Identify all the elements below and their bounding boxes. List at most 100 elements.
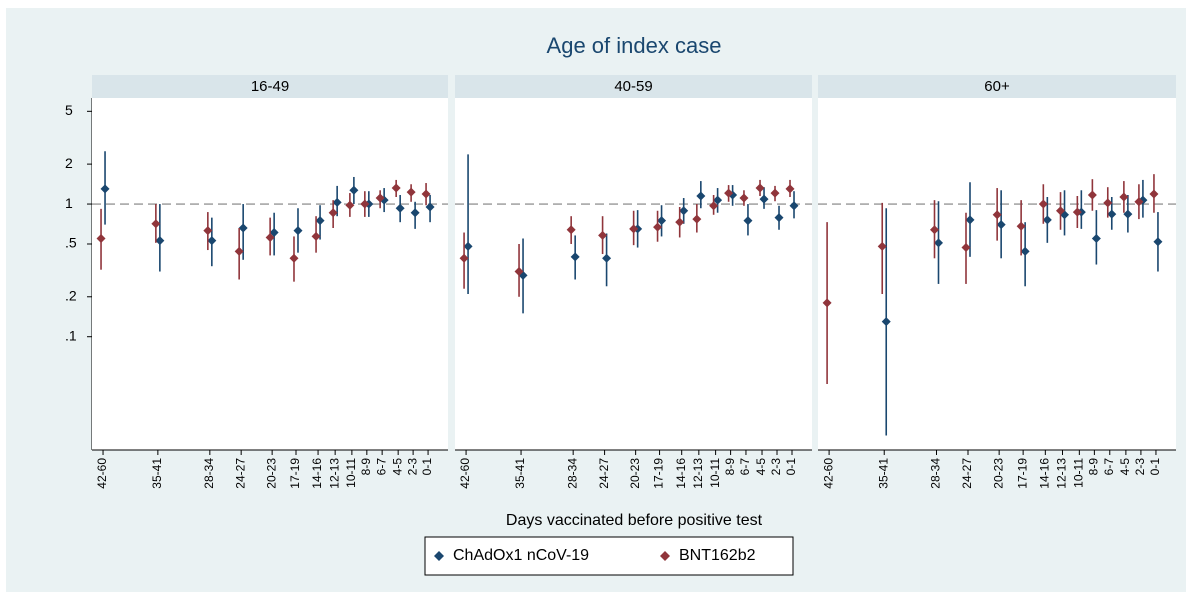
x-tick-label: 24-27 [960, 458, 974, 489]
point [421, 189, 431, 199]
x-tick-label: 42-60 [821, 458, 835, 489]
x-tick-label: 4-5 [1118, 458, 1132, 476]
point [996, 220, 1006, 230]
panel-strip [455, 75, 812, 98]
point [459, 253, 469, 263]
point [311, 231, 321, 241]
point [774, 213, 784, 223]
point [629, 224, 639, 234]
point [755, 183, 765, 193]
chart-title: Age of index case [547, 33, 722, 58]
point [713, 195, 723, 205]
point [1020, 246, 1030, 256]
x-tick-label: 8-9 [723, 458, 737, 476]
x-tick-label: 24-27 [597, 458, 611, 489]
point [1072, 207, 1082, 217]
point [1123, 209, 1133, 219]
point [391, 183, 401, 193]
panel-strip [92, 75, 448, 98]
point [933, 238, 943, 248]
panel-plot [455, 98, 812, 450]
x-tick-label: 12-13 [327, 458, 341, 489]
x-tick-label: 4-5 [754, 458, 768, 476]
point [739, 193, 749, 203]
point [151, 219, 161, 229]
legend-label: ChAdOx1 nCoV-19 [453, 547, 589, 564]
point [332, 197, 342, 207]
x-tick-label: 2-3 [1133, 458, 1147, 476]
point [965, 215, 975, 225]
x-axis-label: Days vaccinated before positive test [506, 512, 763, 529]
legend-box [424, 536, 794, 576]
x-tick-label: 6-7 [374, 458, 388, 476]
point [1091, 233, 1101, 243]
x-tick-label: 20-23 [991, 458, 1005, 489]
y-tick-label: 2 [65, 155, 73, 171]
point [1103, 198, 1113, 208]
point [203, 226, 213, 236]
point [1056, 206, 1066, 216]
x-tick-label: 20-23 [628, 458, 642, 489]
x-tick-label: 35-41 [513, 458, 527, 489]
point [289, 253, 299, 263]
point [1134, 197, 1144, 207]
point [961, 243, 971, 253]
point [349, 185, 359, 195]
point [1153, 237, 1163, 247]
x-tick-label: 8-9 [1087, 458, 1101, 476]
point [877, 241, 887, 251]
point [1016, 221, 1026, 231]
point [463, 241, 473, 251]
point [238, 223, 248, 233]
x-tick-label: 42-60 [95, 458, 109, 489]
point [789, 201, 799, 211]
y-tick-label: .2 [65, 287, 77, 303]
x-tick-label: 28-34 [202, 458, 216, 489]
x-tick-label: 0-1 [420, 458, 434, 476]
point [1038, 199, 1048, 209]
legend-marker [660, 551, 670, 561]
x-tick-label: 10-11 [1072, 458, 1086, 488]
point [360, 199, 370, 209]
y-tick-label: 5 [65, 102, 73, 118]
x-tick-label: 12-13 [691, 458, 705, 489]
point [96, 233, 106, 243]
point [570, 252, 580, 262]
panel-plot [818, 98, 1176, 450]
point [410, 208, 420, 218]
x-tick-label: 10-11 [344, 458, 358, 488]
x-tick-label: 6-7 [1102, 458, 1116, 476]
x-tick-label: 35-41 [150, 458, 164, 489]
x-tick-label: 17-19 [1015, 458, 1029, 489]
y-tick-label: .1 [65, 327, 77, 343]
x-tick-label: 28-34 [565, 458, 579, 489]
x-tick-label: 10-11 [708, 458, 722, 488]
point [675, 217, 685, 227]
y-tick-label: .5 [65, 235, 77, 251]
point [328, 208, 338, 218]
point [692, 214, 702, 224]
point [822, 298, 832, 308]
point [770, 188, 780, 198]
point [696, 191, 706, 201]
x-tick-label: 35-41 [876, 458, 890, 489]
point [293, 226, 303, 236]
point [100, 184, 110, 194]
panel-title: 40-59 [614, 78, 652, 95]
x-tick-label: 12-13 [1055, 458, 1069, 489]
panel-title: 60+ [984, 78, 1010, 95]
x-tick-label: 42-60 [458, 458, 472, 489]
point [679, 206, 689, 216]
point [1149, 189, 1159, 199]
point [207, 236, 217, 246]
x-tick-label: 0-1 [1148, 458, 1162, 476]
x-tick-label: 4-5 [390, 458, 404, 476]
point [653, 222, 663, 232]
panel-title: 16-49 [251, 78, 289, 95]
point [1119, 192, 1129, 202]
point [1107, 209, 1117, 219]
x-tick-label: 6-7 [738, 458, 752, 476]
point [929, 225, 939, 235]
point [598, 230, 608, 240]
